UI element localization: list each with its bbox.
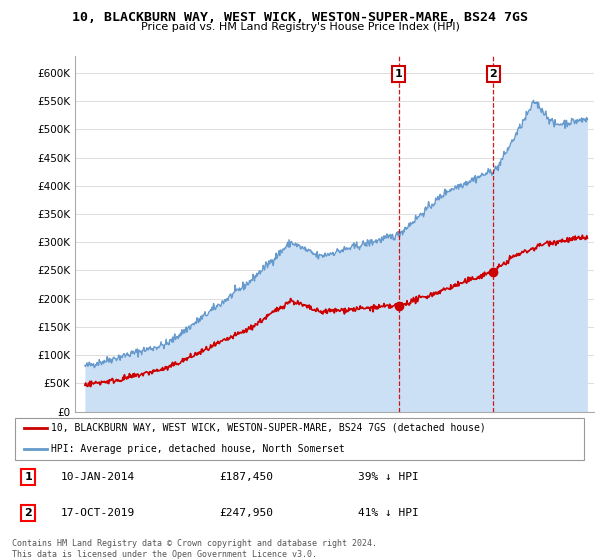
Text: Contains HM Land Registry data © Crown copyright and database right 2024.
This d: Contains HM Land Registry data © Crown c… — [12, 539, 377, 559]
Text: 2: 2 — [490, 69, 497, 79]
Text: 1: 1 — [395, 69, 403, 79]
Text: 10, BLACKBURN WAY, WEST WICK, WESTON-SUPER-MARE, BS24 7GS: 10, BLACKBURN WAY, WEST WICK, WESTON-SUP… — [72, 11, 528, 24]
Text: 10-JAN-2014: 10-JAN-2014 — [61, 472, 135, 482]
Text: 41% ↓ HPI: 41% ↓ HPI — [358, 508, 418, 518]
Text: £247,950: £247,950 — [220, 508, 274, 518]
Text: 39% ↓ HPI: 39% ↓ HPI — [358, 472, 418, 482]
FancyBboxPatch shape — [15, 418, 584, 460]
Text: 2: 2 — [24, 508, 32, 518]
Text: £187,450: £187,450 — [220, 472, 274, 482]
Text: 10, BLACKBURN WAY, WEST WICK, WESTON-SUPER-MARE, BS24 7GS (detached house): 10, BLACKBURN WAY, WEST WICK, WESTON-SUP… — [51, 423, 486, 432]
Text: Price paid vs. HM Land Registry's House Price Index (HPI): Price paid vs. HM Land Registry's House … — [140, 22, 460, 32]
Text: HPI: Average price, detached house, North Somerset: HPI: Average price, detached house, Nort… — [51, 444, 345, 454]
Text: 1: 1 — [24, 472, 32, 482]
Text: 17-OCT-2019: 17-OCT-2019 — [61, 508, 135, 518]
